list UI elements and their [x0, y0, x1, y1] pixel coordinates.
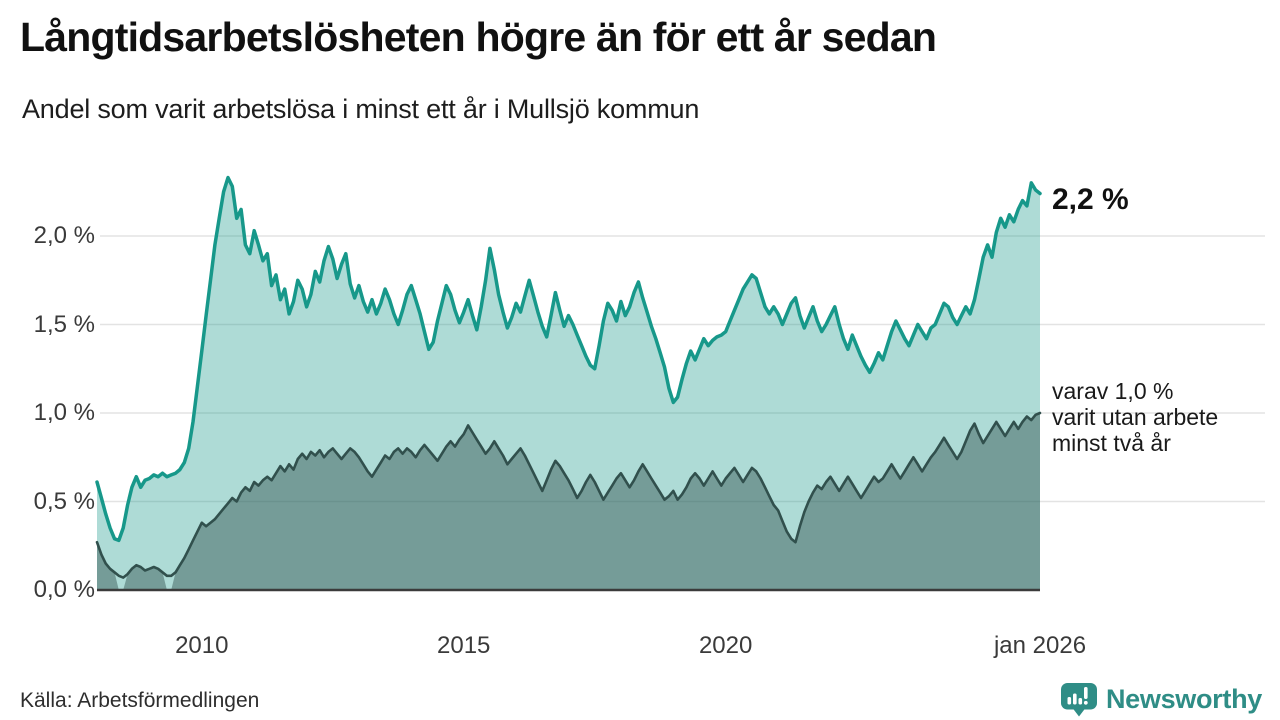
series-line-two-years — [95, 411, 1042, 579]
y-axis-tick-label: 2,0 % — [33, 222, 95, 249]
y-axis-tick-label: 1,0 % — [33, 399, 95, 426]
chart-subtitle: Andel som varit arbetslösa i minst ett å… — [22, 94, 700, 124]
two-year-note-label: varav 1,0 % varit utan arbete minst två … — [1052, 378, 1218, 456]
note-line-3: minst två år — [1052, 430, 1171, 456]
x-axis-tick-label: jan 2026 — [993, 632, 1087, 659]
x-axis-tick-label: 2015 — [437, 632, 491, 659]
newsworthy-brand: Newsworthy — [1060, 682, 1262, 717]
chart-title: Långtidsarbetslösheten högre än för ett … — [20, 14, 937, 60]
note-line-1: varav 1,0 % — [1052, 378, 1174, 404]
latest-value-label: 2,2 % — [1052, 183, 1129, 216]
newsworthy-logo-icon — [1060, 683, 1097, 717]
y-axis-tick-label: 1,5 % — [33, 310, 95, 338]
series-area-two-years — [97, 413, 1040, 590]
source-attribution: Källa: Arbetsförmedlingen — [20, 689, 260, 712]
newsworthy-brand-text: Newsworthy — [1105, 684, 1262, 714]
x-axis-tick-label: 2010 — [175, 632, 229, 659]
series-line-one-year — [95, 175, 1042, 543]
note-line-2: varit utan arbete — [1052, 404, 1219, 430]
y-axis-tick-label: 0,0 % — [33, 576, 95, 603]
series-area-one-year — [97, 177, 1040, 590]
x-axis-tick-label: 2020 — [698, 632, 753, 659]
y-axis-tick-label: 0,5 % — [33, 487, 95, 515]
